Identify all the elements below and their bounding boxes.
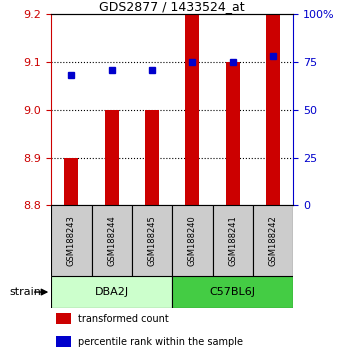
Text: percentile rank within the sample: percentile rank within the sample	[78, 337, 243, 347]
Text: strain: strain	[9, 287, 41, 297]
Bar	[64, 158, 78, 205]
Text: GSM188245: GSM188245	[148, 215, 157, 266]
Bar	[226, 62, 240, 205]
Text: C57BL6J: C57BL6J	[210, 287, 256, 297]
Bar	[51, 205, 91, 276]
Bar	[253, 205, 293, 276]
Bar	[172, 276, 293, 308]
Bar	[185, 14, 199, 205]
Text: transformed count: transformed count	[78, 314, 168, 324]
Bar	[56, 336, 71, 347]
Text: GSM188241: GSM188241	[228, 215, 237, 266]
Title: GDS2877 / 1433524_at: GDS2877 / 1433524_at	[99, 0, 245, 13]
Text: GSM188244: GSM188244	[107, 215, 116, 266]
Bar	[145, 110, 159, 205]
Text: DBA2J: DBA2J	[94, 287, 129, 297]
Bar	[51, 276, 172, 308]
Text: GSM188243: GSM188243	[67, 215, 76, 266]
Bar	[91, 205, 132, 276]
Bar	[105, 110, 119, 205]
Bar	[172, 205, 212, 276]
Bar	[132, 205, 172, 276]
Bar	[212, 205, 253, 276]
Bar	[56, 313, 71, 324]
Text: GSM188240: GSM188240	[188, 215, 197, 266]
Bar	[266, 14, 280, 205]
Text: GSM188242: GSM188242	[269, 215, 278, 266]
